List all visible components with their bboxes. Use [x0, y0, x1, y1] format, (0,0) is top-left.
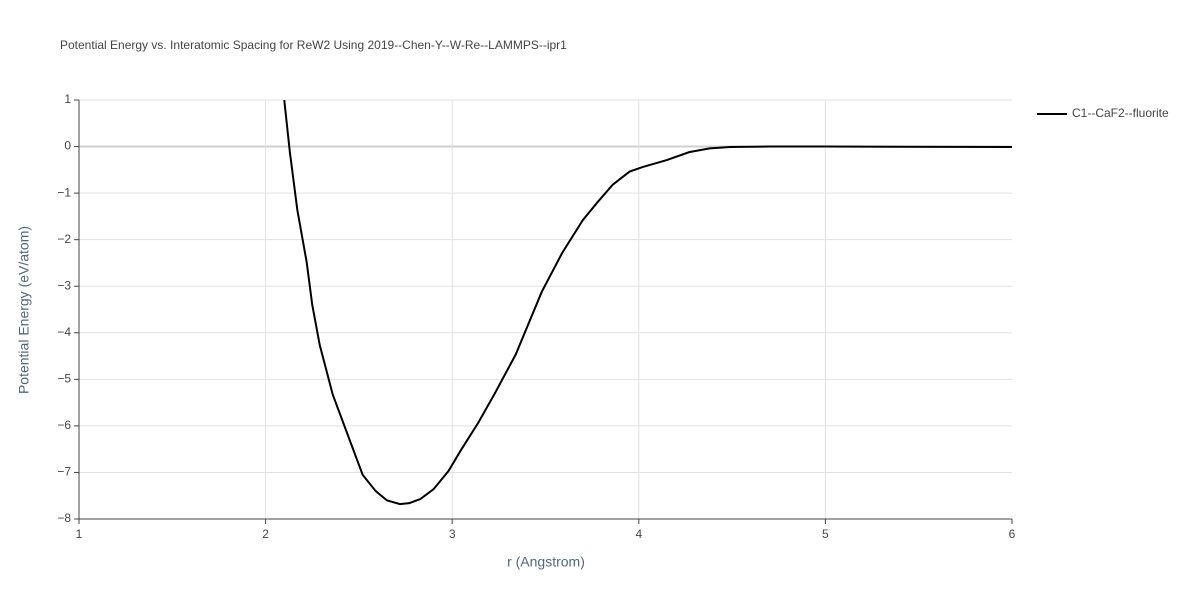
y-tick-label: −1 — [57, 185, 71, 199]
y-tick-label: −6 — [57, 418, 71, 432]
x-tick-label: 1 — [76, 527, 83, 541]
grid-layer: −8 −7 −6 −5 −4 −3 −2 −1 0 1 1 2 3 4 5 6 — [57, 92, 1015, 541]
y-tick-label: 1 — [64, 92, 71, 106]
plot-area — [283, 100, 1012, 506]
y-tick-label: −4 — [57, 325, 71, 339]
y-tick-label: −3 — [57, 278, 71, 292]
x-tick-label: 3 — [449, 527, 456, 541]
y-tick-label: −5 — [57, 372, 71, 386]
chart-title: Potential Energy vs. Interatomic Spacing… — [60, 38, 567, 52]
y-tick-label: −2 — [57, 232, 71, 246]
x-tick-label: 2 — [262, 527, 269, 541]
data-line — [283, 100, 1012, 506]
legend-label: C1--CaF2--fluorite — [1072, 106, 1169, 120]
y-tick-label: 0 — [64, 139, 71, 153]
legend: C1--CaF2--fluorite — [1037, 106, 1169, 120]
y-tick-label: −8 — [57, 511, 71, 525]
x-tick-label: 5 — [822, 527, 829, 541]
x-tick-label: 4 — [635, 527, 642, 541]
x-tick-label: 6 — [1009, 527, 1016, 541]
y-tick-label: −7 — [57, 465, 71, 479]
x-axis-title: r (Angstrom) — [507, 554, 585, 570]
y-axis-title: Potential Energy (eV/atom) — [16, 226, 32, 394]
